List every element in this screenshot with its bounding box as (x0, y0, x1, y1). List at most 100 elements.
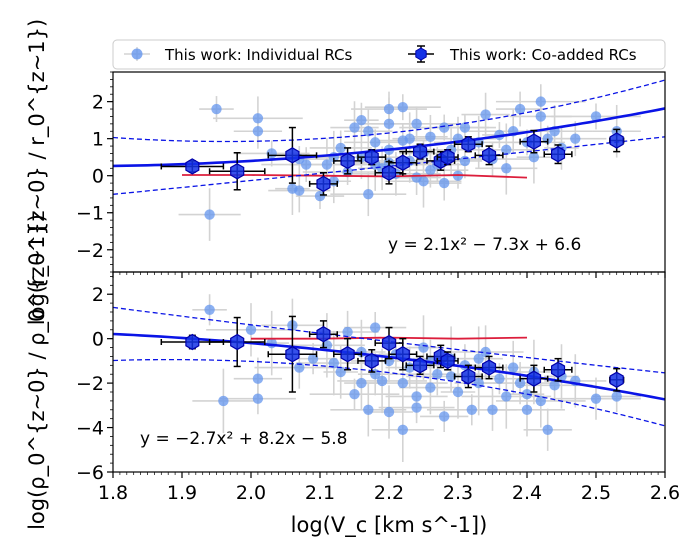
bottom-coadded-point (526, 370, 542, 387)
bottom-y-tick-label: −2 (76, 373, 104, 395)
top-panel: −2 −1 0 1 2 y = 2.1x² − 7.3x + 6.6 log(r_0^{… (25, 19, 666, 325)
top-y-tick-label: −1 (76, 203, 104, 225)
bottom-individual-point (307, 353, 319, 364)
top-individual-point (363, 126, 374, 137)
top-coadded-point (381, 164, 397, 181)
top-coadded-point (550, 146, 566, 163)
bottom-fit-lower-bound (113, 358, 665, 427)
top-y-tick-label: 2 (92, 92, 104, 114)
top-coadded-point (395, 154, 410, 171)
bottom-coadded-point (185, 333, 200, 351)
bottom-y-axis: −6 −4 −2 0 2 (76, 276, 113, 484)
bottom-coadded-point (381, 334, 397, 352)
x-axis: 1.8 1.9 2.0 2.1 2.2 2.3 2.4 2.5 2.6 (98, 472, 680, 504)
top-coadded-point (316, 175, 331, 193)
x-tick-label: 1.9 (167, 482, 197, 504)
bottom-individual-point (252, 373, 264, 384)
bottom-individual-point (383, 406, 395, 418)
legend-frame (112, 39, 666, 70)
bottom-coadded-point (550, 361, 566, 378)
bottom-y-tick-label: 0 (92, 329, 104, 351)
bottom-individual-point (356, 377, 367, 389)
bottom-y-axis-label: log(ρ_0^{z~0} / ρ_0^{z~1}) (25, 214, 50, 530)
bottom-individual-point (466, 404, 477, 415)
top-individual-point (321, 159, 333, 170)
bottom-coadded-point (609, 371, 624, 388)
bottom-individual-point (245, 324, 257, 335)
top-y-tick-label: −2 (76, 240, 104, 262)
bottom-coadded-point (340, 346, 355, 363)
bottom-individual-point (411, 391, 422, 402)
bottom-individual-point (418, 342, 429, 353)
top-y-tick-label: 0 (92, 166, 104, 188)
top-fit-lower-bound (113, 136, 665, 195)
legend-individual-label: This work: Individual RCs (164, 46, 353, 64)
top-coadded-point (440, 149, 455, 166)
bottom-individual-point (370, 322, 381, 333)
top-individual-point (590, 111, 602, 122)
legend-coadded-label: This work: Co-added RCs (449, 46, 637, 64)
top-individual-point (425, 164, 436, 176)
bottom-coadded-point (230, 333, 245, 351)
bottom-individual-point (397, 424, 408, 435)
bottom-coadded-point (482, 359, 497, 376)
bottom-individual-point (480, 346, 491, 358)
x-tick-label: 2.2 (374, 482, 404, 504)
top-individual-point (370, 137, 381, 148)
top-individual-point (349, 122, 360, 133)
x-tick-label: 2.3 (443, 482, 473, 504)
top-individual-point (383, 118, 395, 130)
bottom-individual-point (445, 371, 457, 382)
top-individual-point (501, 144, 512, 155)
bottom-individual-point (349, 389, 360, 400)
bottom-individual-point (252, 393, 264, 404)
bottom-coadded-point (364, 352, 379, 370)
bottom-individual-point (328, 357, 339, 369)
top-coadded-point (526, 133, 542, 150)
bottom-individual-point (473, 353, 484, 364)
bottom-panel: −6 −4 −2 0 2 1.8 1.9 2.0 2.1 2.2 2.3 2.4 2.5 2.6 y =… (25, 214, 680, 530)
top-y-axis: −2 −1 0 1 2 (76, 71, 113, 273)
bottom-panel-marks (113, 294, 665, 462)
bottom-individual-point (335, 366, 346, 378)
bottom-fit-equation: y = −2.7x² + 8.2x − 5.8 (140, 429, 348, 449)
top-coadded-point (609, 132, 624, 149)
bottom-coadded-point (413, 357, 428, 374)
x-axis-label: log(V_c [km s^-1]) (291, 513, 488, 538)
x-tick-label: 2.6 (650, 482, 680, 504)
top-individual-point (411, 172, 422, 183)
top-individual-point (459, 122, 471, 133)
top-y-tick-label: 1 (92, 129, 104, 151)
top-individual-point (363, 189, 374, 200)
top-individual-point (294, 185, 305, 196)
bottom-individual-point (521, 404, 533, 415)
top-coadded-point (413, 143, 428, 160)
top-individual-point (501, 163, 512, 174)
top-coadded-point (185, 158, 200, 175)
top-coadded-point (285, 147, 300, 164)
top-individual-point (535, 111, 546, 122)
top-coadded-point (230, 163, 245, 180)
top-fit-equation: y = 2.1x² − 7.3x + 6.6 (388, 235, 581, 255)
top-individual-point (439, 122, 450, 133)
top-coadded-point (482, 147, 497, 164)
top-individual-point (570, 133, 581, 144)
bottom-y-tick-label: −4 (76, 418, 104, 440)
x-tick-label: 1.8 (98, 482, 128, 504)
bottom-individual-point (397, 377, 408, 389)
bottom-individual-point (425, 382, 436, 393)
top-individual-point (301, 159, 312, 170)
bottom-individual-point (294, 362, 305, 373)
bottom-coadded-point (316, 326, 331, 343)
x-tick-label: 2.0 (236, 482, 266, 504)
bottom-individual-point (549, 380, 560, 391)
top-individual-point (514, 103, 526, 115)
top-x-ticks (112, 272, 666, 278)
top-individual-point (439, 177, 450, 189)
top-individual-point (535, 96, 546, 107)
legend-coadded-marker (408, 45, 434, 63)
bottom-individual-point (535, 395, 546, 407)
bottom-individual-point (411, 402, 422, 413)
x-tick-label: 2.4 (512, 482, 542, 504)
